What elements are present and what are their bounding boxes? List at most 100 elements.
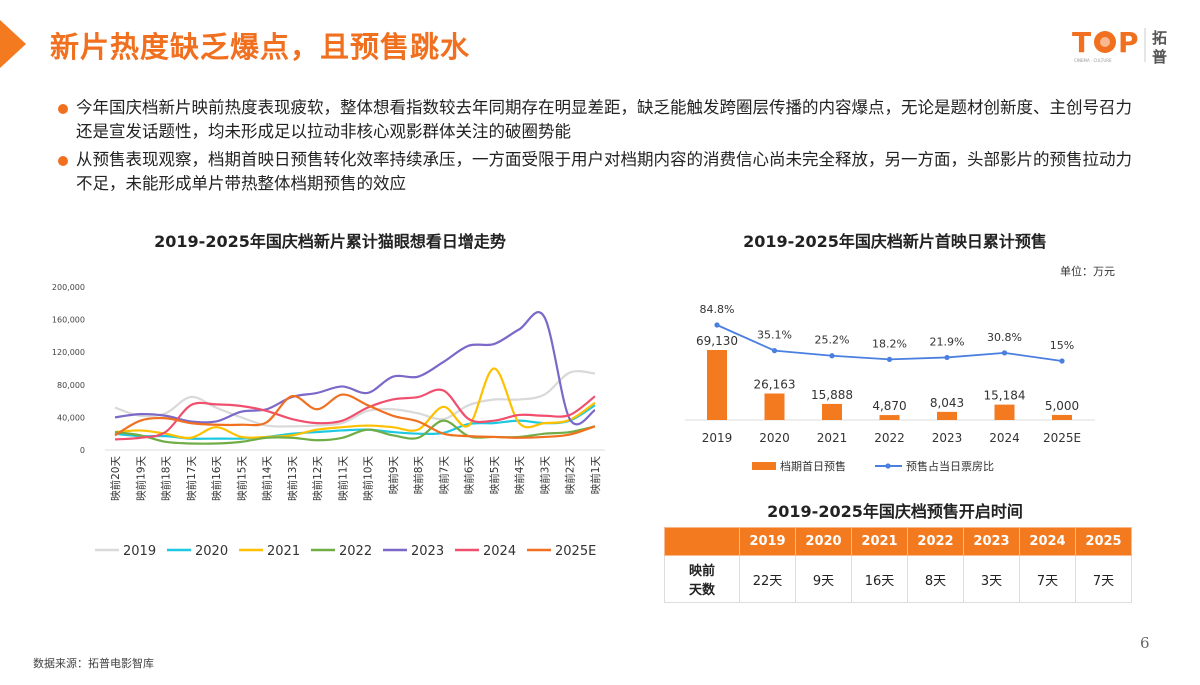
x-tick-label: 映前14天 [261,456,274,501]
line-chart-title: 2019-2025年国庆档新片累计猫眼想看日增走势 [154,232,506,251]
legend-label: 2021 [267,544,300,559]
table-header: 2021 [851,527,908,556]
series-line-2021 [114,367,596,440]
line-chart: 040,00080,000120,000160,000200,000映前20天映… [52,283,605,559]
bullet-list: 今年国庆档新片映前热度表现疲软，整体想看指数较去年同期存在明显差距，缺乏能触发跨… [58,96,1138,200]
legend-label: 档期首日预售 [780,459,846,473]
line-value-label: 15% [1050,339,1074,352]
logo-cn-bottom: 普 [1152,48,1167,66]
x-tick-label: 映前19天 [134,456,147,501]
bar [764,393,785,420]
line-value-label: 25.2% [815,334,850,347]
x-tick-label: 映前12天 [311,456,324,501]
bullet-item: 从预售表现观察，档期首映日预售转化效率持续承压，一方面受限于用户对档期内容的消费… [58,148,1138,196]
x-tick-label: 映前16天 [210,456,223,501]
table-cell: 8天 [907,555,964,603]
line-value-label: 18.2% [872,337,907,350]
x-tick-label: 2021 [817,431,848,445]
bar [822,403,842,420]
y-tick-label: 0 [80,446,85,455]
legend-label: 预售占当日票房比 [906,459,994,473]
x-tick-label: 2023 [932,431,963,445]
series-line-2022 [114,419,596,445]
y-tick-label: 160,000 [52,316,85,325]
series-line-2025E [114,393,596,439]
x-tick-label: 映前11天 [336,456,349,501]
top-logo: T P CINEMA · CULTURE 拓 普 [1072,26,1167,66]
x-tick-label: 映前3天 [538,456,551,495]
bullet-item: 今年国庆档新片映前热度表现疲软，整体想看指数较去年同期存在明显差距，缺乏能触发跨… [58,96,1138,144]
legend-label: 2025E [555,544,596,559]
table-corner [664,527,740,556]
legend-label: 2024 [483,544,516,559]
bar-value-label: 69,130 [696,334,738,348]
bar-value-label: 15,184 [984,389,1026,403]
table-cell: 3天 [963,555,1020,603]
legend-label: 2023 [411,544,444,559]
corner-decoration [0,20,26,68]
bar [1052,414,1072,420]
table-header: 2020 [795,527,852,556]
x-tick-label: 2020 [759,431,790,445]
bar-value-label: 5,000 [1045,399,1079,413]
y-tick-label: 80,000 [57,381,85,390]
legend-label: 2020 [195,544,228,559]
bar [994,404,1015,420]
legend-swatch-bar [752,462,776,470]
x-tick-label: 映前7天 [437,456,450,495]
line-point [714,322,720,328]
x-tick-label: 2024 [989,431,1020,445]
line-value-label: 84.8% [700,303,735,316]
row-label: 映前 天数 [664,555,740,603]
table-header: 2023 [963,527,1020,556]
x-tick-label: 映前2天 [564,456,577,495]
series-line-2023 [114,311,596,426]
table-header: 2019 [739,527,796,556]
line-point [944,354,950,361]
line-value-label: 21.9% [930,335,965,348]
line-point [1059,358,1065,364]
x-tick-label: 映前15天 [235,456,248,501]
x-tick-label: 2019 [702,431,733,445]
table-header: 2022 [907,527,964,556]
legend-marker [885,463,891,469]
x-tick-label: 映前13天 [286,456,299,501]
bar-value-label: 4,870 [872,399,906,413]
x-tick-label: 映前6天 [463,456,476,495]
table-header: 2025 [1075,527,1132,556]
x-tick-label: 映前18天 [160,456,173,501]
line-point [771,348,778,354]
line-point [829,353,835,359]
bar-value-label: 8,043 [930,396,964,410]
bar-chart-title: 2019-2025年国庆档新片首映日累计预售 [743,232,1047,251]
y-tick-label: 40,000 [57,413,85,422]
svg-text:CINEMA · CULTURE: CINEMA · CULTURE [1074,58,1112,63]
y-tick-label: 120,000 [52,348,85,357]
line-point [886,356,893,362]
x-tick-label: 映前5天 [488,456,501,495]
line-value-label: 30.8% [987,331,1022,344]
x-tick-label: 2022 [874,431,905,445]
unit-label: 单位：万元 [1060,265,1115,278]
bar-value-label: 15,888 [811,388,853,402]
x-tick-label: 映前17天 [185,456,198,501]
svg-text:P: P [1118,26,1139,59]
line-value-label: 35.1% [757,329,792,342]
table-title: 2019-2025年国庆档预售开启时间 [767,502,1023,521]
bar [937,411,957,420]
bar-value-label: 26,163 [754,378,796,392]
legend-label: 2022 [339,544,372,559]
x-tick-label: 映前4天 [513,456,526,495]
table-row: 映前 天数 22天 9天 16天 8天 3天 7天 7天 [664,555,1132,603]
bar [879,415,900,420]
svg-text:T: T [1072,26,1091,59]
table-cell: 22天 [739,555,796,603]
x-tick-label: 映前20天 [109,456,122,501]
logo-cn-top: 拓 [1152,29,1167,47]
table-cell: 7天 [1019,555,1076,603]
x-tick-label: 映前1天 [589,456,602,495]
bar [707,350,727,420]
x-tick-label: 映前10天 [362,456,375,501]
bar-chart: 69,130 2019 26,163 2020 15,888 2021 4,870 2022 8… [685,303,1095,473]
x-tick-label: 映前8天 [412,456,425,495]
